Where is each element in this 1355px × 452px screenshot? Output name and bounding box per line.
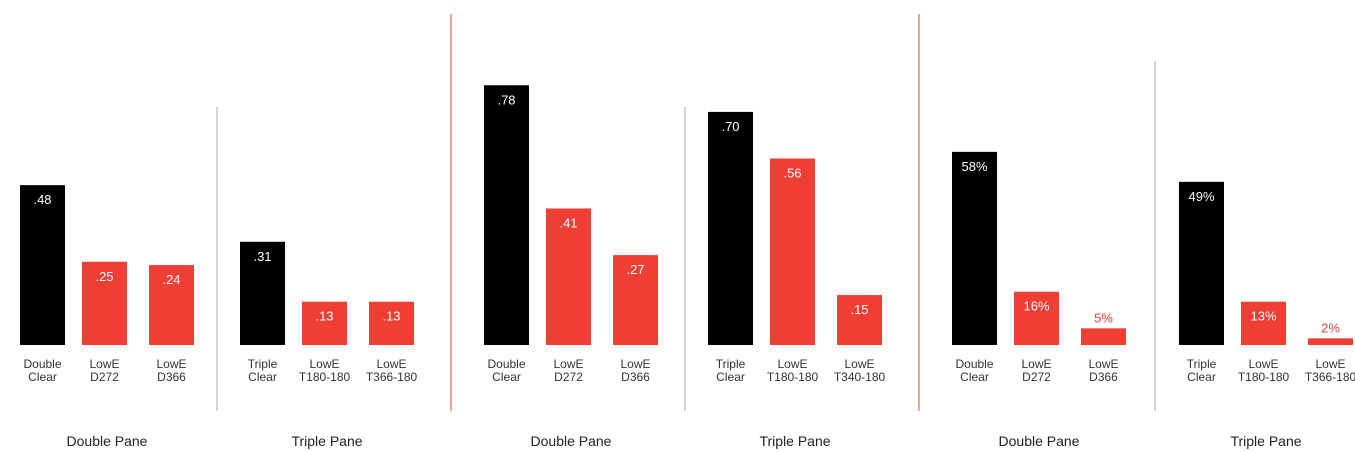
- data-label: .13: [315, 309, 333, 324]
- group-label: Triple Pane: [291, 433, 362, 449]
- category-label: T366-180: [1305, 370, 1355, 384]
- group-label: Triple Pane: [1230, 433, 1301, 449]
- category-label: T180-180: [1238, 370, 1290, 384]
- group-label: Double Pane: [531, 433, 612, 449]
- data-label: .78: [497, 92, 515, 107]
- data-label: 13%: [1250, 309, 1276, 324]
- category-label: T366-180: [366, 370, 418, 384]
- data-label: .41: [559, 215, 577, 230]
- category-label: LowE: [376, 357, 406, 371]
- category-label: T180-180: [299, 370, 351, 384]
- bar: [20, 185, 65, 345]
- category-label: LowE: [620, 357, 650, 371]
- bar: [240, 241, 285, 345]
- bar: [708, 111, 753, 346]
- category-label: Triple: [248, 357, 278, 371]
- bar: [613, 255, 658, 345]
- category-label: D366: [621, 370, 650, 384]
- bar: [1308, 338, 1353, 345]
- category-label: Clear: [716, 370, 745, 384]
- data-label: .27: [626, 262, 644, 277]
- data-label: 16%: [1023, 299, 1049, 314]
- bar: [1014, 291, 1059, 345]
- category-label: Double: [23, 357, 61, 371]
- bar: [1179, 181, 1224, 345]
- category-label: LowE: [89, 357, 119, 371]
- category-label: Double: [955, 357, 993, 371]
- category-label: D272: [1022, 370, 1051, 384]
- category-label: LowE: [844, 357, 874, 371]
- category-label: D366: [157, 370, 186, 384]
- bar: [837, 295, 882, 345]
- data-label: .24: [162, 272, 180, 287]
- category-label: LowE: [156, 357, 186, 371]
- category-label: LowE: [1088, 357, 1118, 371]
- bar: [952, 151, 997, 345]
- bar: [770, 158, 815, 345]
- bar: [1241, 301, 1286, 345]
- category-label: LowE: [1248, 357, 1278, 371]
- data-label: .31: [253, 249, 271, 264]
- category-label: D272: [90, 370, 119, 384]
- data-label: .70: [721, 119, 739, 134]
- category-label: Clear: [28, 370, 57, 384]
- category-label: D366: [1089, 370, 1118, 384]
- data-label: .48: [33, 192, 51, 207]
- category-label: LowE: [777, 357, 807, 371]
- category-label: Clear: [1187, 370, 1216, 384]
- data-label: .56: [783, 166, 801, 181]
- category-label: Triple: [1187, 357, 1217, 371]
- group-label: Double Pane: [999, 433, 1080, 449]
- data-label: 5%: [1094, 310, 1113, 325]
- bar: [1081, 328, 1126, 345]
- category-label: Clear: [248, 370, 277, 384]
- category-label: LowE: [1021, 357, 1051, 371]
- data-label: 58%: [961, 159, 987, 174]
- category-label: Clear: [492, 370, 521, 384]
- bar: [302, 301, 347, 345]
- group-label: Double Pane: [67, 433, 148, 449]
- data-label: 2%: [1321, 320, 1340, 335]
- bar: [149, 265, 194, 345]
- data-label: 49%: [1188, 189, 1214, 204]
- category-label: Triple: [716, 357, 746, 371]
- group-label: Triple Pane: [759, 433, 830, 449]
- bar: [484, 85, 529, 345]
- data-label: .15: [850, 302, 868, 317]
- category-label: T180-180: [767, 370, 819, 384]
- bar: [82, 261, 127, 345]
- bar: [546, 208, 591, 345]
- data-label: .25: [95, 269, 113, 284]
- category-label: LowE: [553, 357, 583, 371]
- category-label: LowE: [309, 357, 339, 371]
- category-label: Double: [487, 357, 525, 371]
- category-label: LowE: [1315, 357, 1345, 371]
- data-label: .13: [382, 309, 400, 324]
- bar: [369, 301, 414, 345]
- category-label: Clear: [960, 370, 989, 384]
- category-label: D272: [554, 370, 583, 384]
- category-label: T340-180: [834, 370, 886, 384]
